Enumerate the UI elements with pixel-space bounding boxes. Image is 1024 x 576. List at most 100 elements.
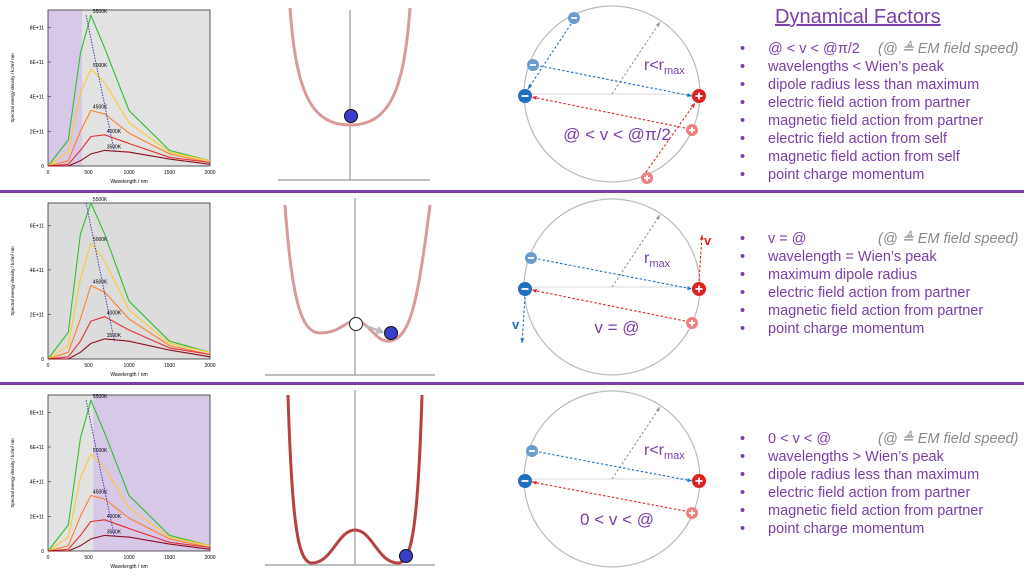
dipole-circle-3: r<rmax 0 < v < @: [518, 390, 706, 568]
velocity-arrow-blue: [521, 296, 526, 344]
factor-item: • wavelengths > Wien’s peak: [740, 448, 1019, 466]
negative-charge: [518, 282, 532, 296]
divider-1: [0, 190, 1024, 193]
series-label: 4000K: [107, 129, 122, 135]
bullet: •: [740, 249, 746, 265]
field-arrow-red-head: [532, 96, 537, 100]
series-label: 4500K: [93, 105, 108, 111]
series-label: 5000K: [93, 237, 108, 243]
x-tick-label: 0: [47, 363, 50, 369]
factor-text: point charge momentum: [768, 321, 925, 337]
bullet: •: [740, 467, 746, 483]
motion-arrow-red: [645, 102, 696, 173]
shade-region: [48, 10, 83, 166]
series-line-5500K: [47, 399, 211, 552]
particle: [399, 549, 413, 563]
bullet: •: [740, 149, 746, 165]
series-label: 5000K: [93, 63, 108, 69]
negative-charge: [525, 252, 537, 264]
divider-2: [0, 382, 1024, 385]
x-axis-label: Wavelength / nm: [110, 179, 147, 185]
spectrum-chart-3: 0 2E+11 4E+11 6E+11 8E+11 0 500 1000 1500 2000 Wav…: [10, 394, 216, 570]
series-line-4000K: [47, 519, 211, 552]
factor-item: • magnetic field action from self: [740, 148, 1019, 166]
dipole-circle-1: r<rmax @ < v < @π/2: [518, 5, 706, 184]
series-line-5000K: [47, 242, 211, 360]
series-line-3500K: [48, 534, 211, 552]
velocity-arrow-blue-head: [520, 338, 525, 343]
factor-item: • dipole radius less than maximum: [740, 76, 1019, 94]
series-line-4500K: [47, 109, 211, 167]
field-arrow-red: [531, 481, 686, 512]
series-line-5500K: [47, 14, 211, 167]
factor-text: @ < v < @π/2: [768, 41, 860, 57]
field-arrow-red: [531, 289, 686, 322]
bullet: •: [740, 431, 746, 447]
factor-item: • point charge momentum: [740, 520, 1019, 538]
bullet: •: [740, 485, 746, 501]
spectrum-chart-1: 0 2E+11 4E+11 6E+11 8E+11 0 500 1000 1500 2000 Wav…: [10, 9, 216, 185]
x-tick-label: 2000: [204, 363, 215, 369]
bullet: •: [740, 321, 746, 337]
velocity-arrow-red-head: [699, 235, 704, 240]
y-tick-label: 4E+11: [30, 268, 44, 274]
factor-item: • wavelengths < Wien’s peak: [740, 58, 1019, 76]
field-arrow-blue: [539, 65, 693, 97]
field-arrow-red: [531, 96, 686, 129]
bullet: •: [740, 503, 746, 519]
velocity-label-blue: v: [512, 317, 520, 332]
y-tick-label: 2E+11: [30, 514, 44, 520]
bullet: •: [740, 285, 746, 301]
factor-list-1: • @ < v < @π/2 (@ ≜ EM field speed) • wavele…: [740, 40, 1019, 184]
factor-item: • electric field action from partner: [740, 94, 1019, 112]
factor-text: 0 < v < @: [768, 431, 832, 447]
factor-text: dipole radius less than maximum: [768, 77, 980, 93]
motion-arrow-red-head: [690, 103, 695, 108]
radius-label: r<rmax: [644, 57, 685, 77]
shade-region: [48, 203, 210, 359]
y-tick-label: 0: [41, 549, 44, 555]
radius-arrow-head: [655, 215, 660, 220]
factor-text: electric field action from partner: [768, 285, 971, 301]
x-tick-label: 1500: [164, 170, 175, 176]
factor-item: • magnetic field action from partner: [740, 112, 1019, 130]
factor-item: • magnetic field action from partner: [740, 302, 1019, 320]
x-tick-label: 1000: [123, 363, 134, 369]
series-label: 3500K: [107, 333, 122, 339]
factor-text: wavelengths < Wien’s peak: [768, 59, 944, 75]
bullet: •: [740, 59, 746, 75]
factor-note: (@ ≜ EM field speed): [878, 431, 1019, 447]
radius-arrow-head: [655, 407, 660, 412]
series-label: 5500K: [93, 197, 108, 203]
field-arrow-blue-head: [687, 93, 692, 98]
factor-item: • point charge momentum: [740, 166, 1019, 184]
negative-charge: [518, 89, 532, 103]
factor-item: • @ < v < @π/2 (@ ≜ EM field speed): [740, 40, 1019, 58]
series-label: 3500K: [107, 529, 122, 535]
series-line-4000K: [47, 316, 211, 360]
series-line-5500K: [47, 202, 211, 360]
series-label: 4500K: [93, 279, 108, 285]
factor-item: • point charge momentum: [740, 320, 1019, 338]
factor-item: • electric field action from self: [740, 130, 1019, 148]
y-tick-label: 0: [41, 164, 44, 170]
series-label: 4000K: [107, 514, 122, 520]
y-tick-label: 6E+11: [30, 445, 44, 451]
bullet: •: [740, 77, 746, 93]
y-axis-label: Spectral energy density / kJ/m³ nm: [10, 246, 15, 316]
x-tick-label: 1000: [123, 555, 134, 561]
factor-note: (@ ≜ EM field speed): [878, 231, 1019, 247]
velocity-label-red: v: [704, 233, 712, 248]
factor-text: point charge momentum: [768, 521, 925, 537]
x-tick-label: 1500: [164, 363, 175, 369]
y-tick-label: 8E+11: [30, 25, 44, 31]
y-axis-label: Spectral energy density / kJ/m³ nm: [10, 438, 15, 508]
series-label: 5500K: [93, 394, 108, 400]
factor-list-3: • 0 < v < @ (@ ≜ EM field speed) • wavelengt…: [740, 430, 1019, 538]
bullet: •: [740, 41, 746, 57]
plot-frame: [47, 9, 211, 167]
series-label: 4000K: [107, 311, 122, 317]
x-axis-label: Wavelength / nm: [110, 564, 147, 570]
bullet: •: [740, 267, 746, 283]
wien-peak-line: [85, 202, 115, 342]
